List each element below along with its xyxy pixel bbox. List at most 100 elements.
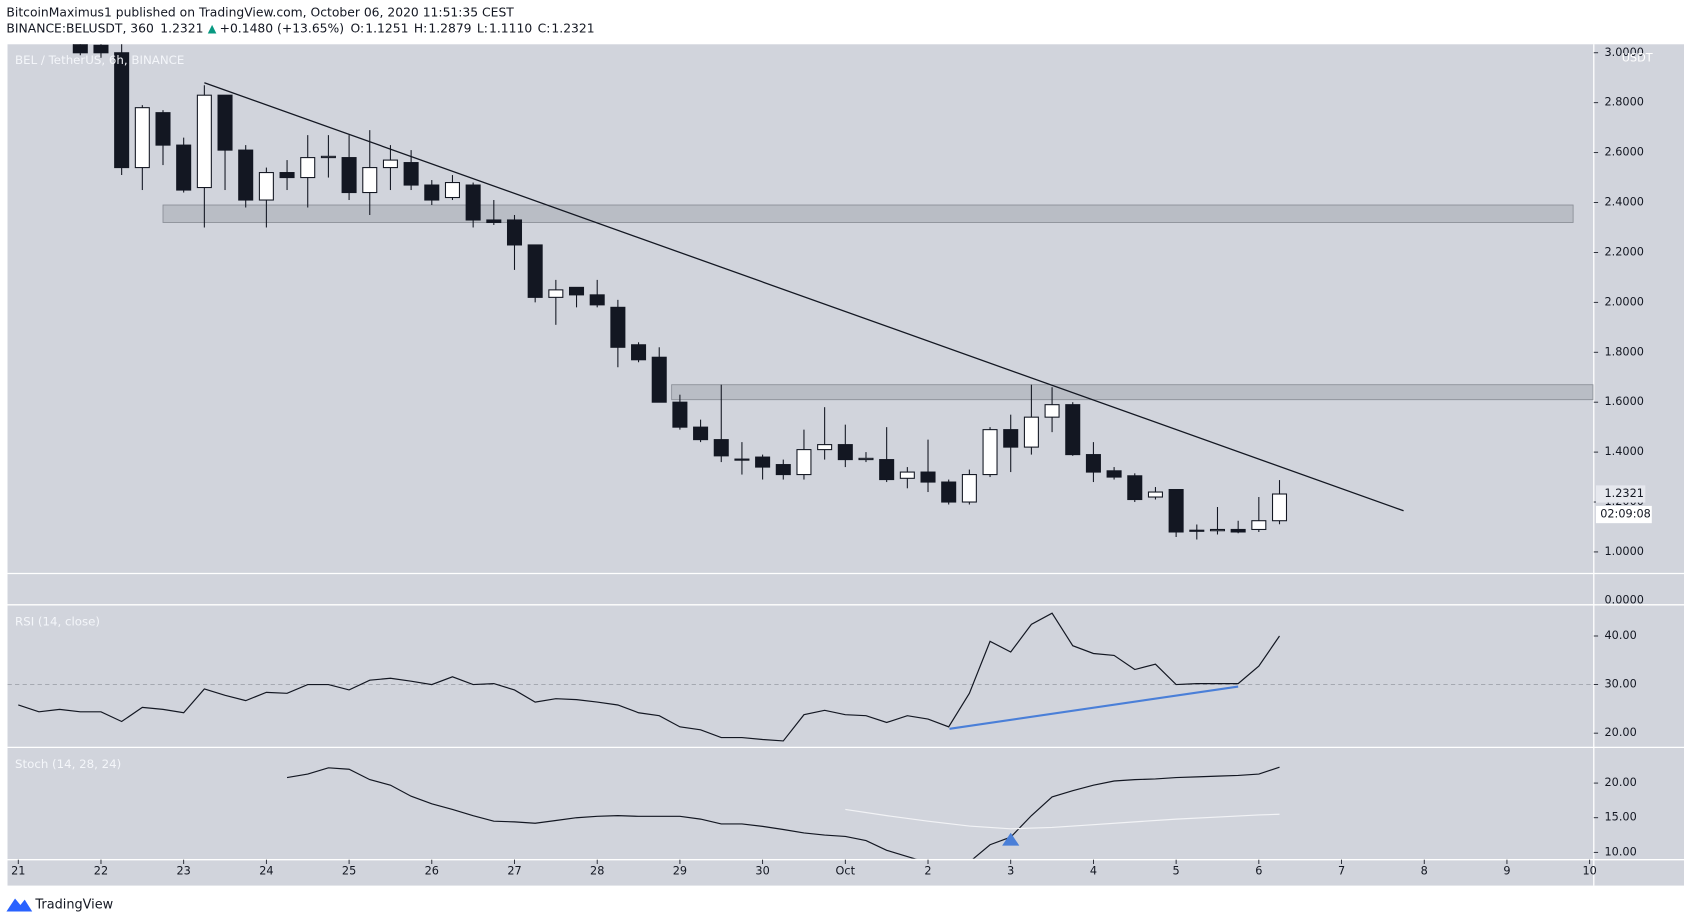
candle-body [672, 401, 688, 428]
candle-body [796, 449, 812, 476]
y-tick-label: 10.00 [1605, 845, 1637, 858]
x-tick-label: 7 [1338, 865, 1345, 878]
x-tick-label: 5 [1173, 865, 1180, 878]
indicator-line [286, 766, 1280, 859]
scale-label: 0.0000 [1605, 593, 1644, 606]
y-tick-label: 40.00 [1605, 629, 1637, 642]
candle-body [424, 184, 440, 201]
y-tick-label: 15.00 [1605, 811, 1637, 824]
x-tick-label: Oct [836, 865, 856, 878]
x-tick-label: 29 [673, 865, 687, 878]
y-tick-label: 30.00 [1605, 678, 1637, 691]
header-text: O: [351, 22, 365, 36]
candle-body [775, 464, 791, 476]
candle-body [1230, 528, 1246, 533]
indicator-line [845, 808, 1280, 830]
x-tick-label: 30 [755, 865, 769, 878]
zone [162, 204, 1574, 223]
candle-body [858, 457, 874, 461]
header-text: 1.2879 [428, 22, 471, 36]
candle-body [196, 94, 212, 189]
last-price-box [1595, 485, 1646, 503]
pane [7, 612, 1594, 742]
x-tick-label: 24 [259, 865, 273, 878]
y-tick-label: 2.8000 [1605, 96, 1644, 109]
y-tick-label: 1.6000 [1605, 395, 1644, 408]
candle-body [837, 444, 853, 461]
candle-body [1189, 529, 1205, 532]
y-tick-label: 3.0000 [1605, 46, 1644, 59]
candle-body [817, 444, 833, 451]
candle-body [631, 344, 647, 361]
candle-body [982, 429, 998, 476]
candle-body [1065, 404, 1081, 456]
candle-body [713, 439, 729, 457]
x-tick-label: 2 [924, 865, 931, 878]
zone [671, 384, 1594, 401]
logo: TradingView [6, 898, 114, 913]
x-tick-label: 22 [94, 865, 108, 878]
candle-body [217, 94, 233, 151]
header-text: 1.2321 [160, 22, 203, 36]
cross-marker [1002, 832, 1020, 846]
candle-body [300, 157, 316, 179]
candle-body [506, 219, 523, 246]
header-text: BINANCE:BELUSDT, 360 [6, 22, 154, 36]
candle-body [465, 184, 481, 221]
brand: TradingView [34, 898, 113, 913]
candle-body [693, 426, 709, 441]
y-tick-label: 1.8000 [1605, 345, 1644, 358]
candle-body [1044, 404, 1060, 418]
separators [7, 44, 1684, 886]
y-tick-label: 2.6000 [1605, 146, 1644, 159]
candle-body [362, 167, 378, 194]
y-tick-label: 2.4000 [1605, 195, 1644, 208]
y-tick-label: 1.0000 [1605, 545, 1644, 558]
header-text: +0.1480 (+13.65%) [220, 22, 344, 36]
x-tick-label: 9 [1503, 865, 1510, 878]
y-tick-label: 2.0000 [1605, 295, 1644, 308]
candle-body [238, 149, 254, 201]
unit-label: USDT [1622, 51, 1653, 64]
countdown-box [1595, 505, 1652, 524]
candle-body [879, 459, 895, 481]
candle-body [134, 107, 150, 169]
candle-body [961, 474, 977, 503]
candle-body [93, 44, 109, 54]
pane [286, 766, 1280, 859]
pane-title: RSI (14, close) [15, 615, 100, 629]
header-text: H: [414, 22, 427, 36]
last-price: 1.2321 [1605, 487, 1644, 500]
candle-body [610, 306, 626, 348]
candle-body [114, 52, 130, 169]
divergence-line [949, 685, 1239, 730]
candle-body [1147, 491, 1163, 498]
x-tick-label: 23 [177, 865, 191, 878]
countdown: 02:09:08 [1600, 508, 1651, 521]
x-tick-label: 21 [11, 865, 25, 878]
candle-body [920, 471, 936, 483]
x-tick-label: 26 [425, 865, 439, 878]
candle-body [155, 112, 171, 146]
y-tick-label: 20.00 [1605, 726, 1637, 739]
indicator-line [18, 612, 1280, 742]
x-tick-label: 10 [1582, 865, 1596, 878]
candle-body [941, 481, 957, 503]
candle-body [320, 155, 336, 159]
header-text: C: [538, 22, 551, 36]
y-tick-label: 20.00 [1605, 776, 1637, 789]
x-tick-label: 27 [507, 865, 521, 878]
candle-body [258, 172, 274, 201]
x-tick-label: 3 [1007, 865, 1014, 878]
x-tick-label: 25 [342, 865, 356, 878]
x-tick-label: 8 [1421, 865, 1428, 878]
candle-body [1271, 493, 1288, 522]
candle-body [755, 456, 771, 468]
candle-body [569, 286, 585, 296]
candle-body [734, 458, 750, 461]
candle-body [1251, 520, 1267, 531]
pane-title: Stoch (14, 28, 24) [15, 757, 121, 771]
header-text: 1.1110 [489, 22, 532, 36]
